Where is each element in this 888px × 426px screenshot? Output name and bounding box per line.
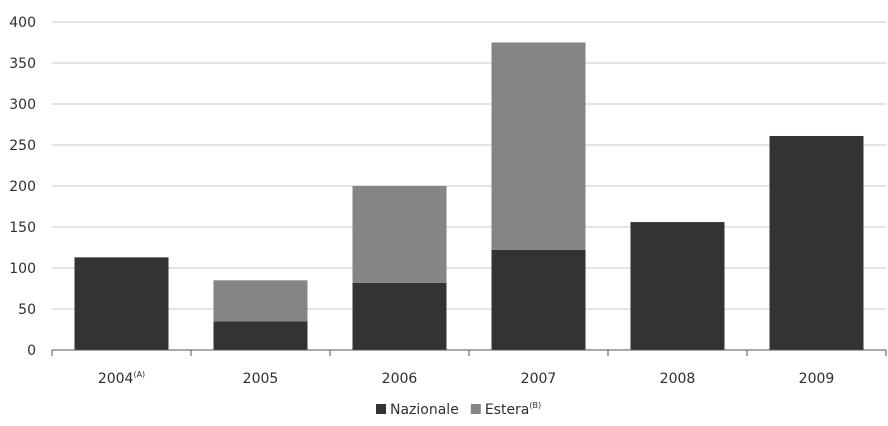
y-tick-label: 50 [18, 302, 36, 318]
y-tick-label: 400 [9, 15, 36, 31]
y-tick-label: 350 [9, 56, 36, 72]
x-axis: 2004(A) 2005 2006 2007 2008 2009 [51, 349, 887, 387]
bar-nazionale-2004 [74, 257, 169, 350]
x-tick-label: 2008 [660, 371, 696, 387]
y-axis: 0 50 100 150 200 250 300 350 400 [9, 15, 36, 359]
bar-estera-2007 [491, 42, 586, 250]
legend-label-text: Estera [485, 402, 530, 418]
x-tick-label-text: 2008 [660, 371, 696, 387]
bar-estera-2005 [213, 280, 308, 322]
bar-nazionale-2008 [630, 222, 725, 350]
bar-estera-2006 [352, 186, 447, 283]
y-tick-label: 250 [9, 138, 36, 154]
bar-nazionale-2007 [491, 249, 586, 350]
bar-nazionale-2009 [769, 135, 864, 350]
x-tick-label: 2005 [243, 371, 279, 387]
x-tick-label: 2004(A) [98, 370, 145, 387]
legend: Nazionale Estera(B) [376, 401, 541, 418]
x-tick-label: 2007 [521, 371, 557, 387]
x-tick-label-text: 2007 [521, 371, 557, 387]
legend-label-nazionale: Nazionale [390, 402, 459, 418]
legend-swatch-estera [470, 404, 481, 414]
gridlines [52, 21, 886, 310]
legend-label-text: Nazionale [390, 402, 459, 418]
bar-nazionale-2006 [352, 282, 447, 350]
y-tick-label: 0 [27, 343, 36, 359]
y-tick-label: 100 [9, 261, 36, 277]
x-tick-label-superscript: (A) [133, 370, 145, 379]
x-tick-label: 2009 [799, 371, 835, 387]
x-tick-label-text: 2005 [243, 371, 279, 387]
y-tick-label: 200 [9, 179, 36, 195]
x-tick-label-text: 2004 [98, 371, 134, 387]
bar-nazionale-2005 [213, 321, 308, 350]
bars [74, 42, 864, 350]
legend-label-superscript: (B) [529, 401, 541, 410]
legend-swatch-nazionale [376, 404, 386, 414]
x-tick-label-text: 2006 [382, 371, 418, 387]
x-tick-label-text: 2009 [799, 371, 835, 387]
legend-label-estera: Estera(B) [485, 401, 541, 418]
x-tick-label: 2006 [382, 371, 418, 387]
y-tick-label: 300 [9, 97, 36, 113]
y-tick-label: 150 [9, 220, 36, 236]
